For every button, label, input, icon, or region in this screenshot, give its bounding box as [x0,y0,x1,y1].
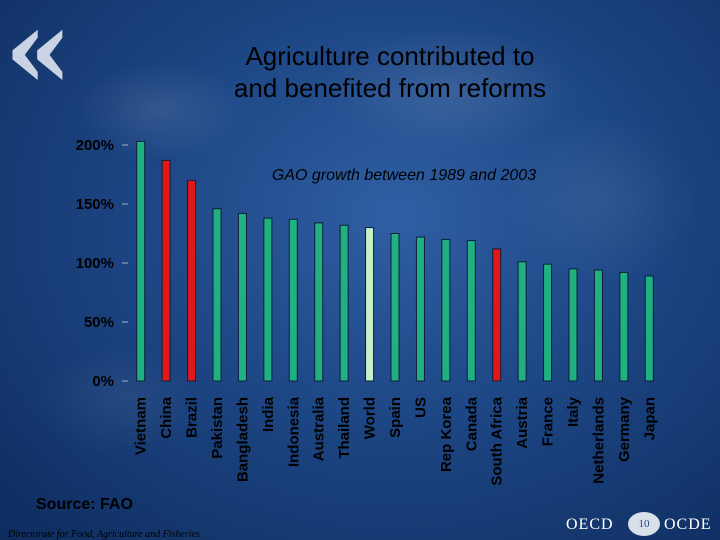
bar-china [161,159,171,382]
bars [136,140,654,382]
x-tick-label: India [260,396,277,432]
x-tick-label: Canada [463,396,480,451]
x-tick-label: France [540,397,557,446]
slide-title-line2: and benefited from reforms [233,73,547,103]
bar-italy [568,268,578,382]
x-tick-label: Austria [514,396,531,448]
chart-title: GAO growth between 1989 and 2003 [272,167,536,184]
x-tick-label: Australia [311,396,328,461]
y-tick-label: 150% [76,196,114,213]
bar-austria [517,261,527,382]
bar-south-africa [492,248,502,382]
y-tick-label: 200% [76,137,114,154]
x-tick-label: China [158,396,175,438]
bar-indonesia [288,218,298,382]
x-tick-label: Vietnam [133,397,150,455]
x-tick-label: Japan [641,397,658,440]
slide-title: Agriculture contributed to and benefited… [180,40,600,104]
bar-germany [619,271,629,382]
bar-world [365,227,375,382]
bar-bangladesh [237,212,247,382]
bar-us [415,236,425,382]
bar-rep-korea [441,238,451,382]
x-tick-label: Germany [616,396,633,462]
y-axis: 0% 50% 100% 150% 200% [76,137,128,390]
y-tick-label: 100% [76,255,114,272]
oecd-quote-logo: « [4,0,73,113]
x-tick-label: Thailand [336,397,353,459]
x-tick-label: Spain [387,397,404,438]
x-tick-label: Netherlands [590,397,607,484]
x-tick-label: US [412,397,429,418]
x-tick-label: Brazil [184,397,201,438]
bar-india [263,217,273,382]
x-tick-label: Pakistan [209,397,226,459]
x-tick-label: Indonesia [285,396,302,467]
x-tick-label: South Africa [489,396,506,485]
x-axis-labels: Vietnam China Brazil Pakistan Bangladesh Indi… [133,396,659,485]
oecd-logo-text: OECD [566,516,614,533]
bar-netherlands [593,269,603,382]
x-tick-label: Bangladesh [234,397,251,482]
slide-title-line1: Agriculture contributed to [245,41,535,71]
page-number: 10 [628,512,660,536]
bar-australia [314,222,324,382]
y-tick-label: 0% [92,373,114,390]
bar-japan [644,275,654,382]
x-tick-label: World [362,397,379,439]
x-tick-label: Rep Korea [438,396,455,472]
bar-thailand [339,224,349,382]
y-tick-label: 50% [84,314,114,331]
footer-directorate: Directorate for Food, Agriculture and Fi… [8,529,200,540]
bar-france [543,263,553,382]
source-note: Source: FAO [36,496,133,513]
bar-brazil [187,179,197,382]
bar-spain [390,233,400,382]
x-tick-label: Italy [565,396,582,427]
bar-vietnam [136,140,146,382]
bar-pakistan [212,208,222,382]
bar-canada [466,240,476,382]
ocde-logo-text: OCDE [664,516,712,533]
